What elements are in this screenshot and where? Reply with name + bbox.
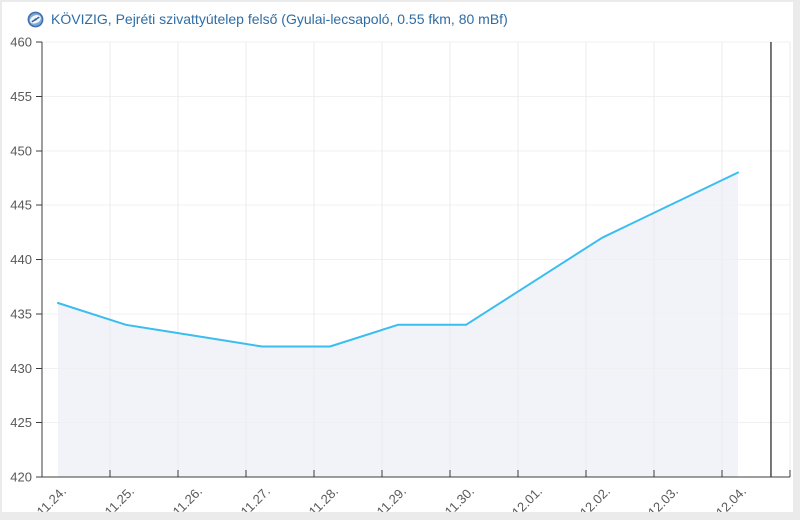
y-axis-tick-label: 460 [10, 35, 32, 50]
chart-title: KÖVIZIG, Pejréti szivattyútelep felső (G… [51, 11, 508, 27]
x-axis-tick-label: 11.25. [102, 484, 137, 512]
y-axis-tick-label: 455 [10, 89, 32, 104]
water-level-chart: 420 425 430 435 440 445 450 455 460 11.24. 11.25. 1… [10, 35, 791, 520]
x-axis-tick-label: 12.01. [509, 484, 545, 512]
chart-header: KÖVIZIG, Pejréti szivattyútelep felső (G… [27, 8, 508, 30]
x-axis-tick-label: 12.03. [645, 484, 681, 512]
y-axis-tick-label: 440 [10, 252, 32, 267]
axes [36, 41, 791, 478]
y-axis-tick-label: 430 [10, 361, 32, 376]
gauge-logo-icon [27, 11, 44, 27]
x-axis-tick-label: 11.24. [34, 484, 69, 512]
gridlines [42, 41, 791, 477]
y-axis-tick-label: 450 [10, 143, 32, 158]
y-axis-tick-label: 420 [10, 470, 32, 485]
x-axis-tick-label: 11.30. [442, 484, 477, 512]
water-level-line [57, 171, 739, 348]
x-axis-tick-label: 12.02. [577, 484, 613, 512]
y-axis-tick-label: 425 [10, 415, 32, 430]
x-axis-tick-label: 11.28. [306, 484, 341, 512]
x-axis-tick-label: 11.29. [374, 484, 409, 512]
y-axis-tick-label: 435 [10, 306, 32, 321]
y-axis-tick-label: 445 [10, 198, 32, 213]
x-axis-tick-label: 11.26. [170, 484, 205, 512]
series-area-fill [58, 172, 738, 477]
x-axis-tick-label: 12.04. [713, 484, 749, 512]
x-axis-tick-label: 11.27. [238, 484, 273, 512]
